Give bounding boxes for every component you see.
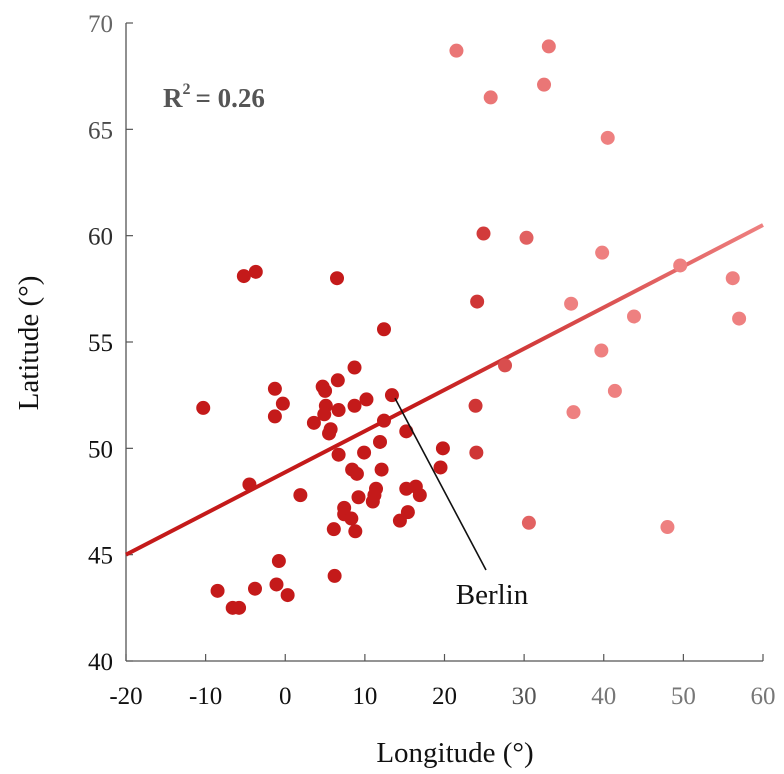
- data-point: [359, 392, 374, 407]
- data-points: [196, 39, 747, 615]
- data-point: [732, 311, 747, 326]
- data-point: [323, 422, 338, 437]
- data-point: [242, 477, 257, 492]
- x-tick-label: -20: [109, 683, 142, 710]
- data-point: [594, 343, 609, 358]
- data-point: [519, 230, 534, 245]
- data-point: [280, 588, 295, 603]
- x-tick-label: 40: [591, 683, 616, 710]
- data-point: [476, 226, 491, 241]
- berlin-leader-line: [394, 397, 487, 571]
- data-point: [210, 583, 225, 598]
- data-point: [376, 413, 391, 428]
- data-point: [331, 447, 346, 462]
- y-axis-title: Latitude (°): [13, 276, 45, 411]
- data-point: [344, 511, 359, 526]
- data-point: [374, 462, 389, 477]
- data-point: [236, 269, 251, 284]
- data-point: [412, 488, 427, 503]
- axis-ticks: [125, 22, 764, 662]
- data-point: [271, 554, 286, 569]
- trend-line: [125, 223, 764, 557]
- x-tick-label: 50: [671, 683, 696, 710]
- data-point: [483, 90, 498, 105]
- data-point: [541, 39, 556, 54]
- x-tick-label: 30: [512, 683, 537, 710]
- data-point: [660, 520, 675, 535]
- data-point: [600, 130, 615, 145]
- data-point: [293, 488, 308, 503]
- data-point: [564, 296, 579, 311]
- data-point: [498, 358, 513, 373]
- data-point: [269, 577, 284, 592]
- y-tick-label: 45: [88, 543, 113, 570]
- annotation-group: Berlin: [394, 397, 529, 611]
- data-point: [470, 294, 485, 309]
- data-point: [435, 441, 450, 456]
- data-point: [327, 568, 342, 583]
- x-tick-label: 20: [432, 683, 457, 710]
- data-point: [433, 460, 448, 475]
- data-point: [330, 271, 345, 286]
- data-point: [673, 258, 688, 273]
- y-tick-label: 55: [88, 330, 113, 357]
- data-point: [376, 322, 391, 337]
- data-point: [399, 424, 414, 439]
- r-squared-r: R: [163, 83, 183, 113]
- x-tick-label: -10: [189, 683, 222, 710]
- r-squared-value: = 0.26: [196, 83, 265, 113]
- y-tick-label: 70: [88, 11, 113, 38]
- berlin-label: Berlin: [456, 579, 529, 611]
- data-point: [267, 409, 282, 424]
- y-tick-label: 50: [88, 436, 113, 463]
- y-tick-label: 40: [88, 649, 113, 676]
- data-point: [275, 396, 290, 411]
- r-squared-label: R2 = 0.26: [163, 81, 265, 113]
- data-point: [365, 494, 380, 509]
- data-point: [331, 403, 346, 418]
- data-point: [330, 373, 345, 388]
- data-point: [566, 405, 581, 420]
- data-point: [595, 245, 610, 260]
- data-point: [348, 524, 363, 539]
- data-point: [306, 415, 321, 430]
- x-axis-title: Longitude (°): [376, 737, 533, 769]
- x-tick-label: 60: [751, 683, 776, 710]
- data-point: [318, 383, 333, 398]
- data-point: [351, 490, 366, 505]
- data-point: [196, 400, 211, 415]
- data-point: [607, 383, 622, 398]
- data-point: [400, 505, 415, 520]
- data-point: [317, 407, 332, 422]
- data-point: [347, 360, 362, 375]
- data-point: [267, 381, 282, 396]
- data-point: [537, 77, 552, 92]
- data-point: [468, 398, 483, 413]
- data-point: [521, 515, 536, 530]
- x-tick-label: 10: [352, 683, 377, 710]
- data-point: [357, 445, 372, 460]
- y-tick-label: 65: [88, 117, 113, 144]
- data-point: [725, 271, 740, 286]
- data-point: [373, 434, 388, 449]
- tick-labels: -20 -10 0 10 20 30 40 50 60 40 45 50 55 60 65 70: [88, 11, 776, 710]
- data-point: [326, 522, 341, 537]
- data-point: [247, 581, 262, 596]
- data-point: [232, 600, 247, 615]
- data-point: [449, 43, 464, 58]
- data-point: [469, 445, 484, 460]
- y-tick-label: 60: [88, 224, 113, 251]
- trendline: [125, 223, 764, 557]
- x-tick-label: 0: [279, 683, 292, 710]
- r-squared-superscript: 2: [183, 81, 191, 98]
- data-point: [347, 398, 362, 413]
- data-point: [627, 309, 642, 324]
- data-point: [248, 264, 263, 279]
- data-point: [349, 466, 364, 481]
- axes: [125, 23, 763, 662]
